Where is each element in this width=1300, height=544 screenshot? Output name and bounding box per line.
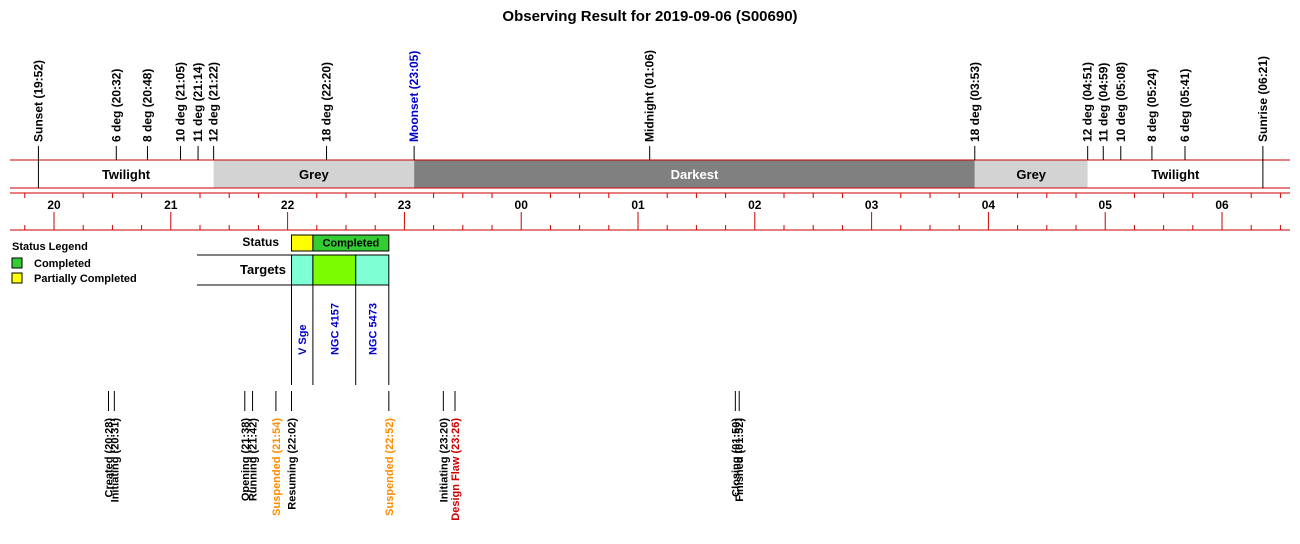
hour-tick-label: 04 — [982, 198, 996, 212]
hour-tick-label: 23 — [398, 198, 412, 212]
sky-band-label: Darkest — [671, 167, 719, 182]
sky-event-label: 10 deg (21:05) — [174, 62, 188, 142]
sky-event-label: 10 deg (05:08) — [1114, 62, 1128, 142]
status-row-label: Status — [242, 235, 279, 249]
hour-tick-label: 05 — [1099, 198, 1113, 212]
sky-event-label: 18 deg (03:53) — [968, 62, 982, 142]
hour-tick-label: 03 — [865, 198, 879, 212]
observation-rows: Status Targets Completed V Sge NGC 4157 NGC 5… — [197, 234, 390, 385]
log-event-label: Opening (21:38) — [240, 418, 252, 501]
log-event-label: Closing (01:50) — [730, 418, 742, 497]
sky-event-label: 11 deg (04:59) — [1096, 63, 1110, 142]
legend-label: Partially Completed — [34, 273, 137, 285]
sky-event-label: 12 deg (21:22) — [207, 62, 221, 142]
log-event-label: Running (21:42) — [248, 418, 260, 501]
sky-event-label: 18 deg (22:20) — [320, 62, 334, 142]
sky-band — [1087, 160, 1263, 188]
log-event-markers: Created (20:28)Initiating (20:31) Opening… — [104, 391, 746, 521]
sky-band-label: Grey — [299, 167, 329, 182]
sky-band-label: Grey — [1016, 167, 1046, 182]
hour-tick-label: 02 — [748, 198, 762, 212]
sky-event-label: 12 deg (04:51) — [1081, 62, 1095, 142]
hour-tick-label: 01 — [631, 198, 645, 212]
log-event-label: Resuming (22:02) — [286, 418, 298, 510]
log-event-label: Suspended (21:54) — [271, 418, 283, 516]
sky-band — [38, 160, 214, 188]
sky-band-label: Twilight — [1151, 167, 1200, 182]
legend-title: Status Legend — [12, 241, 88, 253]
status-block — [290, 234, 314, 252]
targets-row-label: Targets — [240, 262, 286, 277]
target-block — [290, 254, 314, 286]
hour-tick-label: 20 — [47, 198, 61, 212]
sky-band — [974, 160, 1088, 188]
log-event-label: Initiating (23:20) — [438, 418, 450, 503]
log-event-label: Design Flaw (23:26) — [450, 418, 462, 521]
log-event-label: Finished (01:52) — [734, 418, 746, 502]
hour-tick-label: 22 — [281, 198, 295, 212]
sky-event-label: Midnight (01:06) — [643, 50, 657, 142]
log-event-label: Suspended (22:52) — [384, 418, 396, 516]
sky-band — [414, 160, 975, 188]
sky-event-label: 8 deg (05:24) — [1145, 69, 1159, 142]
sky-event-label: 8 deg (20:48) — [140, 69, 154, 142]
sky-band-label: Twilight — [102, 167, 151, 182]
sky-event-label: Moonset (23:05) — [407, 51, 421, 142]
sky-band — [213, 160, 415, 188]
sky-band-row: Twilight Grey Darkest Grey Twilight — [10, 159, 1290, 189]
sky-event-label: 11 deg (21:14) — [191, 63, 205, 142]
legend-label: Completed — [34, 258, 91, 270]
target-name-label: V Sge — [297, 324, 309, 355]
sky-event-markers: Sunset (19:52) 6 deg (20:32) 8 deg (20:48)… — [31, 50, 1270, 160]
target-name-label: NGC 4157 — [329, 303, 341, 355]
sky-event-label: Sunrise (06:21) — [1256, 56, 1270, 142]
sky-event-label: Sunset (19:52) — [31, 60, 45, 142]
sky-event-label: 6 deg (20:32) — [109, 69, 123, 142]
log-event-label: Initiating (20:31) — [109, 418, 121, 503]
legend-swatch — [11, 257, 23, 269]
hour-tick-label: 00 — [515, 198, 529, 212]
time-axis: 20 21 22 23 00 01 02 03 04 05 06 — [10, 192, 1290, 231]
status-legend: Status Legend Completed Partially Complete… — [11, 241, 137, 285]
target-name-label: NGC 5473 — [367, 303, 379, 355]
hour-tick-label: 06 — [1215, 198, 1229, 212]
status-block — [312, 234, 390, 252]
legend-swatch — [11, 272, 23, 284]
log-event-label: Created (20:28) — [104, 418, 116, 498]
status-block-label: Completed — [322, 238, 379, 250]
hour-tick-label: 21 — [164, 198, 178, 212]
target-block — [312, 254, 357, 286]
sky-event-label: 6 deg (05:41) — [1178, 69, 1192, 142]
chart-title: Observing Result for 2019-09-06 (S00690) — [502, 8, 797, 25]
target-block — [355, 254, 390, 286]
